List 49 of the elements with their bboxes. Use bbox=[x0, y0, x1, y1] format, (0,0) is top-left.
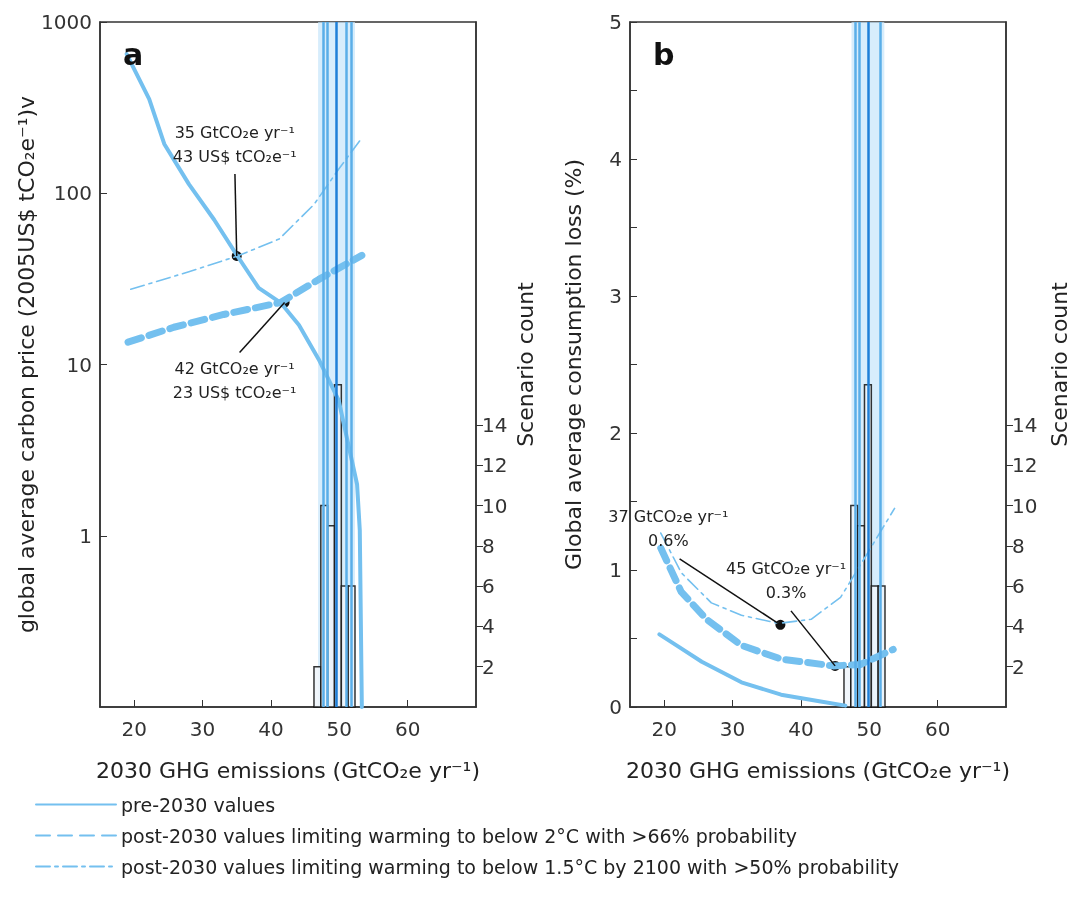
y2-tick-label: 12 bbox=[1012, 453, 1038, 478]
y2-tick-label: 8 bbox=[1012, 533, 1025, 558]
y-tick-label: 1000 bbox=[41, 10, 92, 34]
y-tick-label: 1 bbox=[79, 523, 92, 548]
y2-tick-label: 14 bbox=[482, 412, 508, 437]
x-tick-label: 20 bbox=[651, 717, 677, 741]
y2-axis-title: Scenario count bbox=[512, 281, 538, 447]
x-tick-label: 40 bbox=[788, 717, 814, 741]
x-tick-label: 60 bbox=[924, 717, 951, 741]
y-axis-title: Global average consumption loss (%) bbox=[560, 158, 586, 571]
y-tick-label: 5 bbox=[609, 10, 622, 34]
line-series bbox=[657, 632, 848, 708]
x-tick-label: 20 bbox=[121, 717, 147, 741]
annotation: 45 GtCO₂e yr⁻¹ 0.3% bbox=[726, 559, 847, 603]
y-tick-label: 1 bbox=[609, 558, 622, 582]
y2-tick-label: 14 bbox=[1012, 412, 1038, 437]
legend-label: post-2030 values limiting warming to below 1.5°C by 2100 with >50% probability bbox=[121, 855, 899, 878]
y-tick-label: 4 bbox=[609, 147, 622, 171]
y2-tick-label: 4 bbox=[1012, 614, 1025, 639]
annotation: 35 GtCO₂e yr⁻¹ 43 US$ tCO₂e⁻¹ bbox=[172, 122, 297, 166]
legend-label: pre-2030 values bbox=[121, 793, 276, 816]
x-tick-label: 60 bbox=[394, 717, 421, 741]
x-tick-label: 40 bbox=[258, 717, 284, 741]
y2-tick-label: 10 bbox=[482, 493, 508, 518]
y2-tick-label: 10 bbox=[1012, 493, 1038, 518]
x-tick-label: 50 bbox=[326, 717, 352, 741]
y-tick-label: 3 bbox=[609, 284, 622, 308]
y-tick-label: 100 bbox=[53, 181, 92, 206]
x-axis-title: 2030 GHG emissions (GtCO₂e yr⁻¹) bbox=[626, 757, 1010, 783]
y2-tick-label: 6 bbox=[482, 574, 495, 599]
x-tick-label: 30 bbox=[719, 717, 746, 741]
x-axis-title: 2030 GHG emissions (GtCO₂e yr⁻¹) bbox=[96, 757, 480, 783]
text: b bbox=[653, 36, 675, 72]
y-axis-title: global average carbon price (2005US$ tCO₂e⁻¹)v bbox=[13, 95, 39, 634]
y2-tick-label: 2 bbox=[1012, 654, 1025, 679]
legend-label: post-2030 values limiting warming to below 2°C with >66% probability bbox=[121, 824, 798, 847]
text: a bbox=[123, 36, 144, 72]
y2-tick-label: 2 bbox=[482, 654, 495, 679]
y-tick-label: 2 bbox=[609, 421, 622, 445]
x-tick-label: 30 bbox=[189, 717, 216, 741]
y2-axis-title: Scenario count bbox=[1046, 281, 1072, 447]
y-tick-label: 0 bbox=[609, 695, 622, 719]
y2-tick-label: 4 bbox=[482, 614, 495, 639]
y2-tick-label: 12 bbox=[482, 453, 508, 478]
x-tick-label: 50 bbox=[856, 717, 882, 741]
y2-tick-label: 6 bbox=[1012, 574, 1025, 599]
y-tick-label: 10 bbox=[66, 352, 92, 377]
annotation: 42 GtCO₂e yr⁻¹ 23 US$ tCO₂e⁻¹ bbox=[172, 359, 297, 403]
y2-tick-label: 8 bbox=[482, 533, 495, 558]
